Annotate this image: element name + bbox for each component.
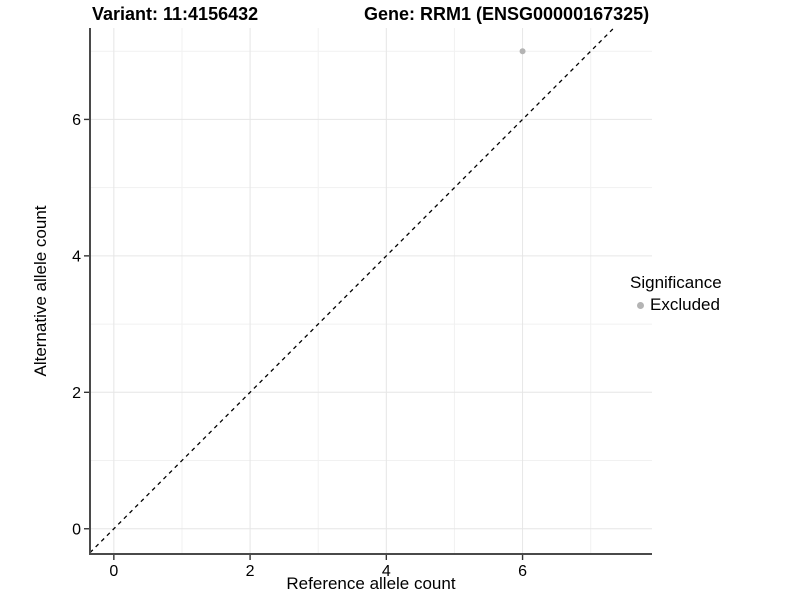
legend: Significance Excluded <box>630 273 722 315</box>
y-tick-label: 0 <box>72 521 81 538</box>
y-tick-label: 6 <box>72 112 81 129</box>
plot-title-variant: Variant: 11:4156432 <box>92 4 259 24</box>
legend-label: Excluded <box>650 295 720 314</box>
x-tick-label: 4 <box>382 563 391 580</box>
legend-item-excluded: Excluded <box>630 295 722 315</box>
y-tick-label: 2 <box>72 385 81 402</box>
x-tick-label: 2 <box>246 563 255 580</box>
identity-line <box>89 27 615 554</box>
legend-key <box>630 295 650 315</box>
y-axis-label: Alternative allele count <box>31 205 50 377</box>
x-axis-label: Reference allele count <box>286 574 456 593</box>
legend-point-icon <box>636 301 644 309</box>
data-point <box>519 48 526 55</box>
x-tick-label: 0 <box>109 563 118 580</box>
legend-title: Significance <box>630 273 722 292</box>
y-tick-label: 4 <box>72 248 81 265</box>
x-tick-label: 6 <box>518 563 527 580</box>
plot-title-gene: Gene: RRM1 (ENSG00000167325) <box>364 4 650 24</box>
